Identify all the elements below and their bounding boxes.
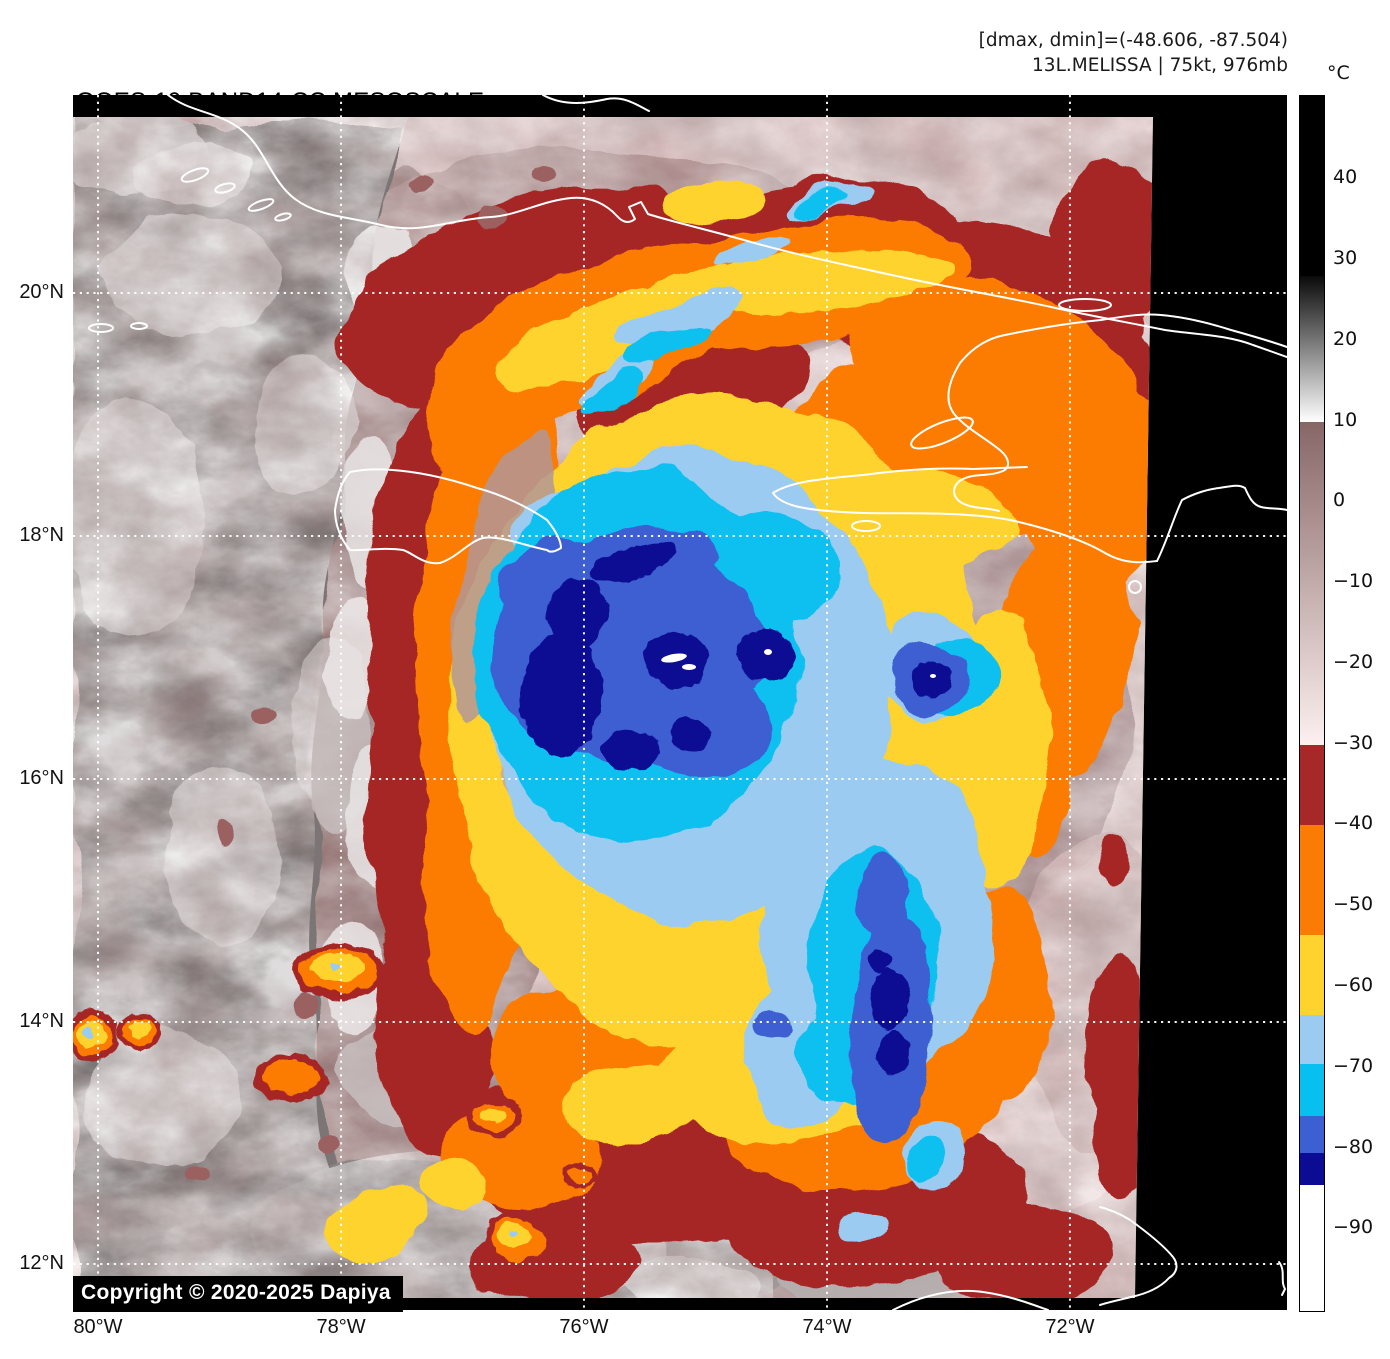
coastline-hispaniola-south bbox=[1156, 484, 1287, 562]
lon-tick-78°W: 78°W bbox=[316, 1316, 366, 1338]
colorbar-tick--40: −40 bbox=[1333, 812, 1374, 835]
colorbar bbox=[1299, 95, 1325, 1312]
colorbar-tick--70: −70 bbox=[1333, 1054, 1374, 1077]
coastline-cays bbox=[88, 167, 292, 333]
coastline-cuba-north bbox=[542, 95, 650, 112]
copyright-badge: Copyright © 2020-2025 Dapiya bbox=[73, 1276, 403, 1312]
colorbar-tick--80: −80 bbox=[1333, 1135, 1374, 1158]
colorbar-tick--90: −90 bbox=[1333, 1216, 1374, 1239]
coastline-haiti-gulf bbox=[947, 362, 1009, 512]
lat-tick-12°N: 12°N bbox=[19, 1251, 64, 1274]
colorbar-tick--60: −60 bbox=[1333, 974, 1374, 997]
lon-tick-80°W: 80°W bbox=[73, 1316, 123, 1338]
colorbar-segment bbox=[1300, 96, 1324, 277]
coastline-lake bbox=[851, 520, 881, 532]
coastline-tortuga-island bbox=[1058, 298, 1112, 312]
lon-tick-74°W: 74°W bbox=[802, 1316, 852, 1338]
coastlines bbox=[88, 95, 1287, 1310]
colorbar-segment bbox=[1300, 1063, 1324, 1117]
colorbar-tick-20: 20 bbox=[1333, 327, 1358, 350]
satellite-map bbox=[73, 95, 1287, 1310]
lat-tick-18°N: 18°N bbox=[19, 524, 64, 547]
isolated-storm-cells bbox=[73, 943, 598, 1267]
coastline-south-america bbox=[892, 1289, 1049, 1310]
coldest-white-specks bbox=[661, 649, 936, 678]
colorbar-segment bbox=[1300, 1184, 1324, 1311]
colorbar-tick--30: −30 bbox=[1333, 731, 1374, 754]
coastline-beata-island bbox=[1128, 580, 1142, 594]
colorbar-tick-40: 40 bbox=[1333, 166, 1358, 189]
coastline-guajira-east bbox=[1278, 1261, 1286, 1296]
colorbar-segment bbox=[1300, 276, 1324, 422]
coastline-guajira bbox=[1099, 1206, 1178, 1306]
colorbar-unit: °C bbox=[1327, 62, 1350, 84]
colorbar-tick--50: −50 bbox=[1333, 893, 1374, 916]
colorbar-segment bbox=[1300, 1015, 1324, 1064]
coastline-cuba bbox=[167, 95, 1287, 358]
colorbar-tick-30: 30 bbox=[1333, 246, 1358, 269]
header-annotations: [dmax, dmin]=(-48.606, -87.504) 13L.MELI… bbox=[979, 28, 1288, 78]
lon-tick-72°W: 72°W bbox=[1045, 1316, 1095, 1338]
colorbar-segment bbox=[1300, 1116, 1324, 1153]
colorbar-tick-10: 10 bbox=[1333, 408, 1358, 431]
coastline-tiburon-peninsula bbox=[772, 466, 1158, 564]
coastline-hispaniola-north bbox=[959, 313, 1287, 364]
dmax-dmin-readout: [dmax, dmin]=(-48.606, -87.504) bbox=[978, 30, 1288, 51]
cold-core-navy bbox=[521, 542, 951, 1075]
colorbar-segment bbox=[1300, 744, 1324, 826]
colorbar-segment bbox=[1300, 934, 1324, 1016]
colorbar-tick--10: −10 bbox=[1333, 570, 1374, 593]
colorbar-tick--20: −20 bbox=[1333, 650, 1374, 673]
storm-info: 13L.MELISSA | 75kt, 976mb bbox=[1032, 55, 1288, 76]
colorbar-segment bbox=[1300, 421, 1324, 745]
lon-tick-76°W: 76°W bbox=[559, 1316, 609, 1338]
colorbar-segment bbox=[1300, 825, 1324, 935]
coastline-jamaica bbox=[334, 468, 562, 565]
lat-tick-16°N: 16°N bbox=[19, 767, 64, 790]
colorbar-segment bbox=[1300, 1152, 1324, 1185]
storm-imagery bbox=[73, 117, 1153, 1298]
colorbar-tick-0: 0 bbox=[1333, 489, 1346, 512]
lat-tick-14°N: 14°N bbox=[19, 1010, 64, 1033]
latlon-gridlines bbox=[73, 95, 1287, 1310]
lat-tick-20°N: 20°N bbox=[19, 281, 64, 304]
satellite-imagery-canvas bbox=[73, 95, 1287, 1310]
coastline-gonave-island bbox=[910, 416, 974, 450]
